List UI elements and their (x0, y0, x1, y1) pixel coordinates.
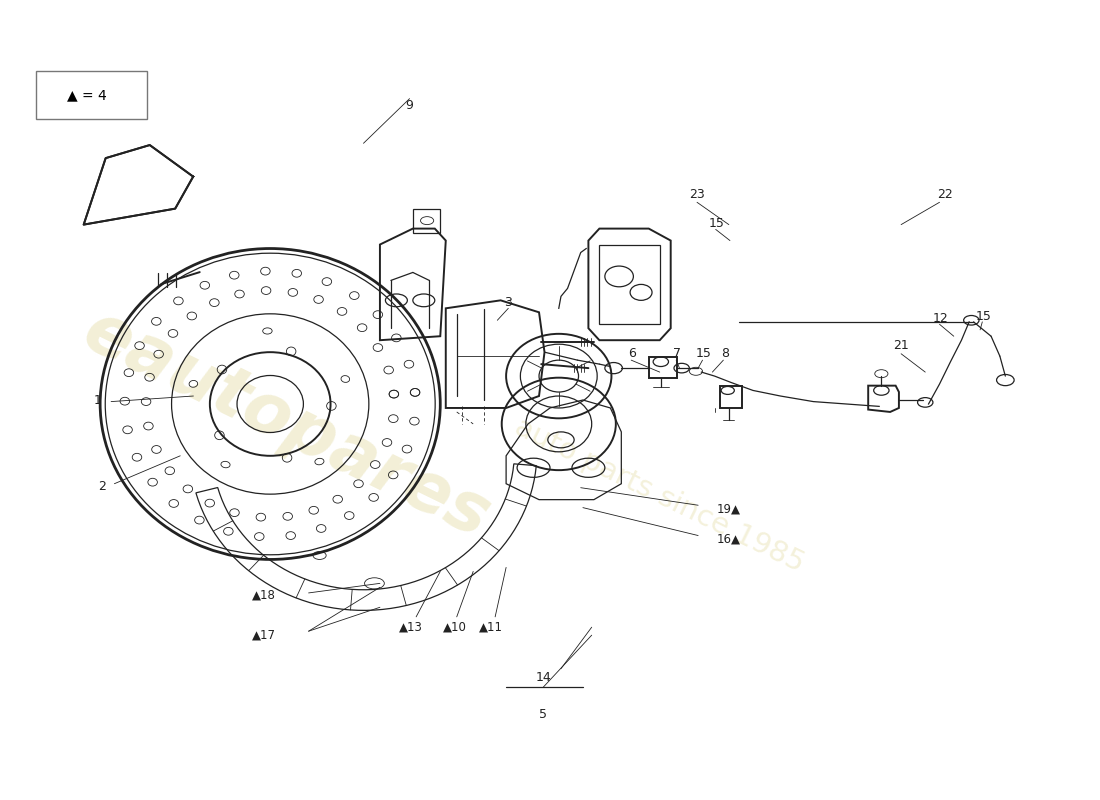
Text: 2: 2 (98, 479, 107, 493)
Text: auto parts since 1985: auto parts since 1985 (510, 414, 808, 578)
Text: 8: 8 (722, 347, 729, 360)
Text: 19▲: 19▲ (717, 502, 741, 516)
Text: 15: 15 (695, 347, 712, 360)
Text: 7: 7 (673, 347, 681, 360)
Text: 23: 23 (690, 188, 705, 201)
Text: 15: 15 (708, 217, 725, 230)
Text: ▲13: ▲13 (398, 621, 422, 634)
Polygon shape (84, 145, 194, 225)
Text: ▲17: ▲17 (252, 629, 276, 642)
Text: 9: 9 (406, 98, 414, 111)
Text: 14: 14 (536, 671, 551, 684)
Text: 16▲: 16▲ (717, 533, 741, 546)
Text: ▲18: ▲18 (252, 589, 275, 602)
Text: ▲ = 4: ▲ = 4 (67, 88, 107, 102)
Text: 3: 3 (505, 296, 513, 310)
Text: ▲11: ▲11 (478, 621, 503, 634)
Text: 21: 21 (893, 339, 909, 352)
Text: 5: 5 (539, 709, 548, 722)
Text: eautopares: eautopares (73, 297, 501, 551)
Text: 6: 6 (628, 347, 636, 360)
Text: 12: 12 (933, 312, 948, 325)
FancyBboxPatch shape (36, 70, 147, 119)
Text: ▲10: ▲10 (442, 621, 466, 634)
Text: 15: 15 (976, 310, 991, 322)
Text: 22: 22 (937, 188, 953, 201)
Text: 1: 1 (94, 394, 102, 406)
